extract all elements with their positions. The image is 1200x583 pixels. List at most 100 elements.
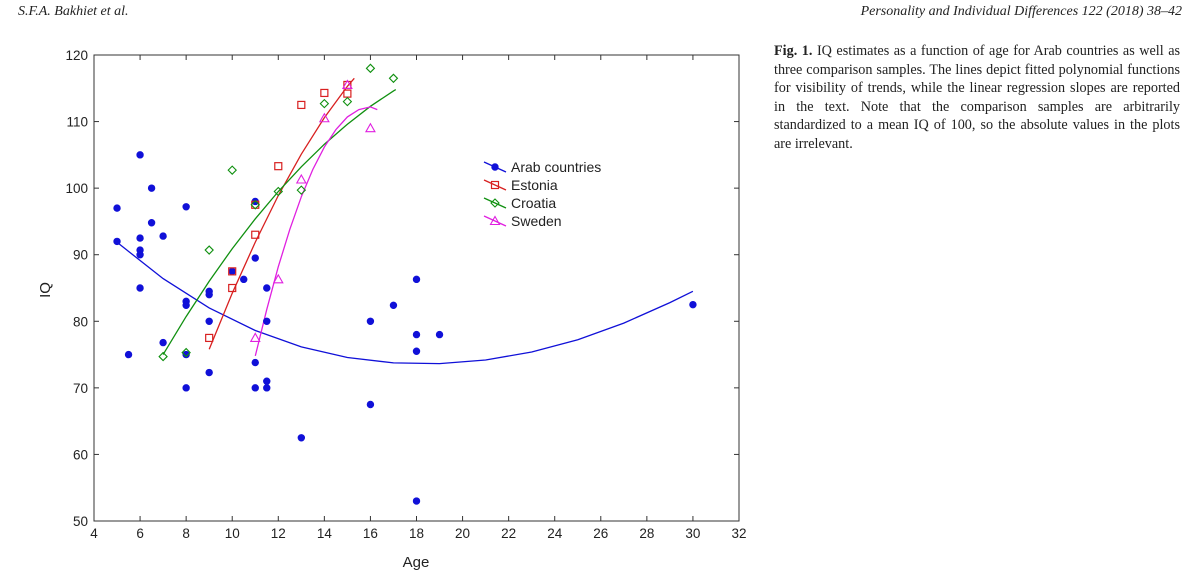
croatia-point bbox=[204, 245, 214, 255]
estonia-point bbox=[297, 100, 306, 110]
sweden-point bbox=[341, 79, 353, 90]
legend-marker-arab-countries bbox=[491, 163, 499, 171]
arab-countries-point bbox=[182, 350, 190, 359]
y-tick-label: 50 bbox=[73, 514, 88, 529]
legend-line-estonia bbox=[483, 179, 507, 191]
croatia-point bbox=[250, 200, 261, 210]
x-tick-label: 18 bbox=[409, 526, 424, 541]
y-tick-label: 110 bbox=[66, 115, 88, 130]
arab-countries-point bbox=[136, 251, 144, 259]
x-tick-label: 26 bbox=[593, 526, 608, 541]
sweden-point bbox=[295, 173, 307, 184]
arab-countries-point bbox=[136, 234, 144, 242]
x-tick-label: 10 bbox=[225, 526, 240, 541]
arab-countries-point bbox=[412, 347, 421, 355]
arab-countries-point bbox=[263, 317, 271, 325]
y-tick-label: 80 bbox=[73, 314, 88, 329]
arab-countries-point bbox=[389, 301, 398, 310]
figure-caption: Fig. 1. IQ estimates as a function of ag… bbox=[774, 42, 1180, 153]
sweden-point bbox=[249, 332, 261, 342]
croatia-point bbox=[296, 185, 307, 195]
arab-countries-point bbox=[136, 151, 144, 159]
arab-countries-point bbox=[412, 330, 421, 339]
x-tick-label: 8 bbox=[182, 526, 190, 541]
arab-countries-point bbox=[182, 384, 190, 392]
legend-marker-croatia bbox=[490, 198, 500, 208]
iq-age-scatter-chart: 4 6 8 10 12 14 16 18 20 22 24 26 28 30 32 50 60 70 80 90 100… bbox=[37, 48, 747, 571]
estonia-point bbox=[228, 267, 237, 276]
arab-countries-point bbox=[412, 497, 421, 505]
x-tick-label: 24 bbox=[547, 526, 563, 541]
arab-countries-point bbox=[689, 300, 697, 309]
caption-figure-label: Fig. 1. bbox=[774, 43, 813, 59]
legend: Arab countries Estonia Croatia Sweden bbox=[483, 159, 601, 229]
arab-countries-fit-line bbox=[116, 241, 694, 365]
x-tick-label: 20 bbox=[455, 526, 470, 541]
legend-line-sweden bbox=[483, 215, 507, 227]
x-axis-label: Age bbox=[403, 554, 430, 571]
croatia-point bbox=[227, 165, 237, 175]
x-tick-label: 14 bbox=[317, 526, 333, 541]
x-tick-label: 16 bbox=[363, 526, 378, 541]
arab-countries-point bbox=[205, 290, 213, 299]
arab-countries-point bbox=[263, 284, 271, 292]
arab-countries-point bbox=[182, 301, 190, 310]
estonia-point bbox=[228, 283, 237, 293]
arab-countries-point bbox=[228, 267, 236, 276]
legend-marker-sweden bbox=[489, 215, 501, 226]
y-tick-label: 120 bbox=[65, 48, 88, 63]
arab-countries-point bbox=[124, 350, 133, 359]
y-tick-label: 60 bbox=[73, 447, 88, 462]
arab-countries-point bbox=[205, 317, 213, 325]
legend-line-croatia bbox=[483, 197, 507, 209]
arab-countries-point bbox=[240, 275, 248, 284]
x-tick-label: 12 bbox=[271, 526, 286, 541]
croatia-point bbox=[388, 73, 399, 84]
croatia-point bbox=[158, 351, 168, 362]
arab-countries-point bbox=[412, 275, 421, 284]
croatia-point bbox=[273, 186, 284, 197]
arab-countries-point bbox=[159, 338, 167, 347]
arab-countries-point bbox=[147, 219, 156, 227]
data-points bbox=[113, 63, 697, 505]
y-tick-label: 90 bbox=[73, 248, 88, 263]
x-tick-label: 28 bbox=[639, 526, 654, 541]
croatia-fit-line bbox=[162, 89, 397, 355]
sweden-point bbox=[364, 122, 376, 133]
arab-countries-point bbox=[263, 384, 271, 392]
legend-label-sweden: Sweden bbox=[511, 213, 562, 229]
arab-countries-point bbox=[113, 204, 121, 212]
x-tick-label: 32 bbox=[731, 526, 746, 541]
croatia-point bbox=[319, 98, 330, 109]
x-tick-label: 6 bbox=[136, 526, 144, 541]
axes: 4 6 8 10 12 14 16 18 20 22 24 26 28 30 32 50 60 70 80 90 100… bbox=[65, 48, 746, 541]
x-tick-label: 4 bbox=[90, 526, 98, 541]
legend-label-croatia: Croatia bbox=[511, 195, 556, 211]
sweden-fit-line bbox=[254, 106, 378, 357]
arab-countries-point bbox=[251, 254, 259, 262]
legend-marker-estonia bbox=[490, 180, 500, 190]
x-tick-label: 22 bbox=[501, 526, 516, 541]
legend-label-arab-countries: Arab countries bbox=[511, 159, 601, 175]
arab-countries-point bbox=[297, 434, 306, 442]
sweden-point bbox=[318, 112, 330, 123]
arab-countries-point bbox=[366, 400, 375, 409]
estonia-point bbox=[205, 333, 214, 343]
arab-countries-point bbox=[136, 284, 144, 292]
legend-label-estonia: Estonia bbox=[511, 177, 558, 193]
running-head-journal: Personality and Individual Differences 1… bbox=[860, 4, 1182, 19]
running-head-authors: S.F.A. Bakhiet et al. bbox=[18, 4, 129, 19]
arab-countries-point bbox=[263, 377, 271, 385]
y-axis-label: IQ bbox=[37, 282, 54, 298]
plot-area bbox=[93, 54, 740, 522]
estonia-point bbox=[320, 88, 329, 98]
arab-countries-point bbox=[182, 203, 190, 211]
croatia-point bbox=[342, 96, 353, 107]
croatia-point bbox=[181, 347, 191, 358]
arab-countries-point bbox=[205, 368, 213, 377]
sweden-point bbox=[272, 273, 284, 284]
y-tick-label: 100 bbox=[65, 181, 88, 196]
y-tick-label: 70 bbox=[73, 381, 88, 396]
arab-countries-point bbox=[251, 358, 259, 367]
arab-countries-point bbox=[366, 317, 375, 325]
